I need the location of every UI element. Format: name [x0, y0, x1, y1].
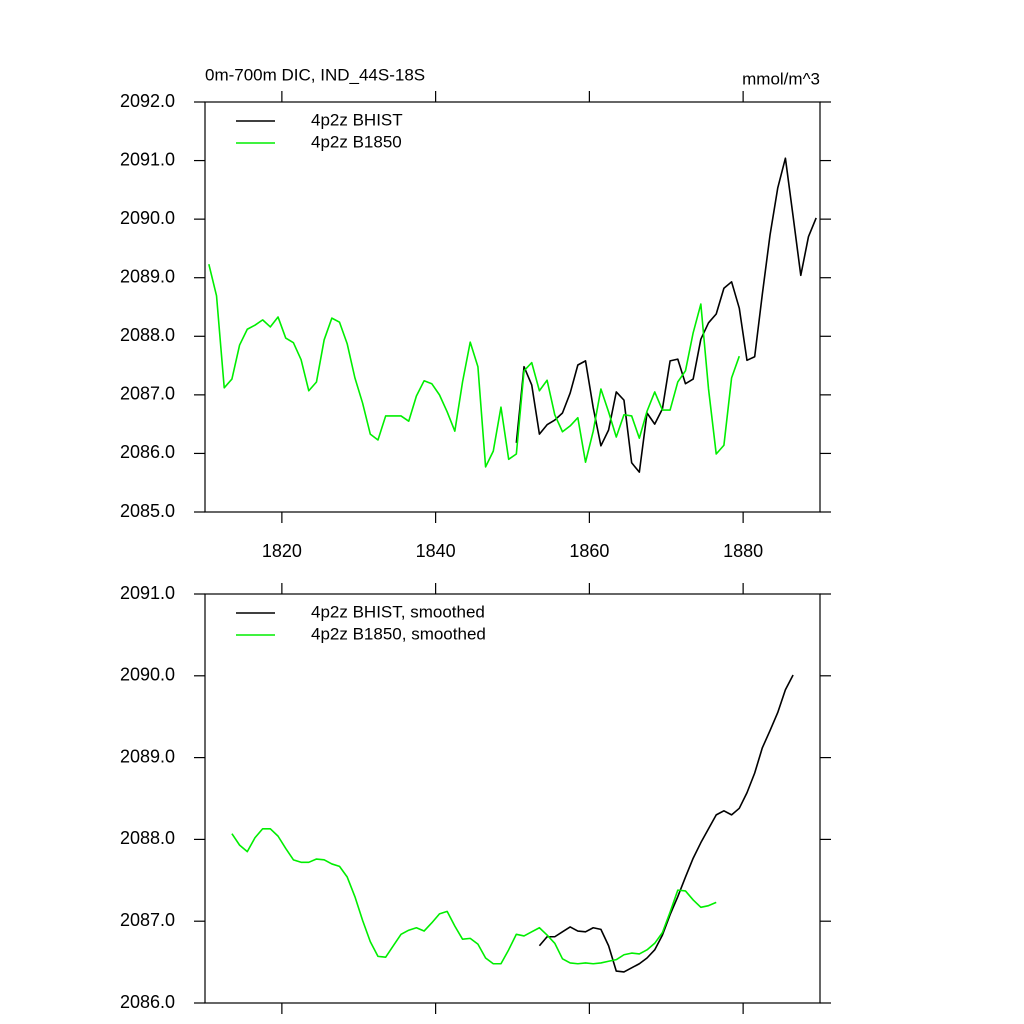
x-tick-label: 1880	[723, 541, 763, 561]
plot-frame	[204, 593, 821, 1004]
y-tick-label: 2087.0	[120, 910, 175, 930]
y-tick-label: 2089.0	[120, 266, 175, 286]
series-line	[208, 264, 741, 468]
legend-label: 4p2z BHIST	[311, 110, 403, 129]
legend-label: 4p2z B1850, smoothed	[311, 624, 486, 643]
y-tick-label: 2089.0	[120, 746, 175, 766]
y-tick-label: 2091.0	[120, 149, 175, 169]
legend-label: 4p2z BHIST, smoothed	[311, 602, 485, 621]
y-tick-label: 2086.0	[120, 442, 175, 462]
units-label: mmol/m^3	[742, 69, 820, 88]
series-line	[231, 827, 717, 965]
y-tick-label: 2091.0	[120, 583, 175, 603]
y-tick-label: 2086.0	[120, 992, 175, 1012]
y-tick-label: 2090.0	[120, 208, 175, 228]
series-line	[538, 674, 794, 973]
y-tick-label: 2087.0	[120, 384, 175, 404]
y-tick-label: 2088.0	[120, 828, 175, 848]
chart-title: 0m-700m DIC, IND_44S-18S	[205, 65, 425, 84]
y-tick-label: 2092.0	[120, 91, 175, 111]
y-tick-label: 2088.0	[120, 325, 175, 345]
legend-label: 4p2z B1850	[311, 132, 402, 151]
y-tick-label: 2090.0	[120, 665, 175, 685]
x-tick-label: 1820	[262, 541, 302, 561]
plot-frame	[204, 101, 821, 513]
x-tick-label: 1860	[569, 541, 609, 561]
series-line	[515, 157, 817, 473]
x-tick-label: 1840	[416, 541, 456, 561]
y-tick-label: 2085.0	[120, 501, 175, 521]
